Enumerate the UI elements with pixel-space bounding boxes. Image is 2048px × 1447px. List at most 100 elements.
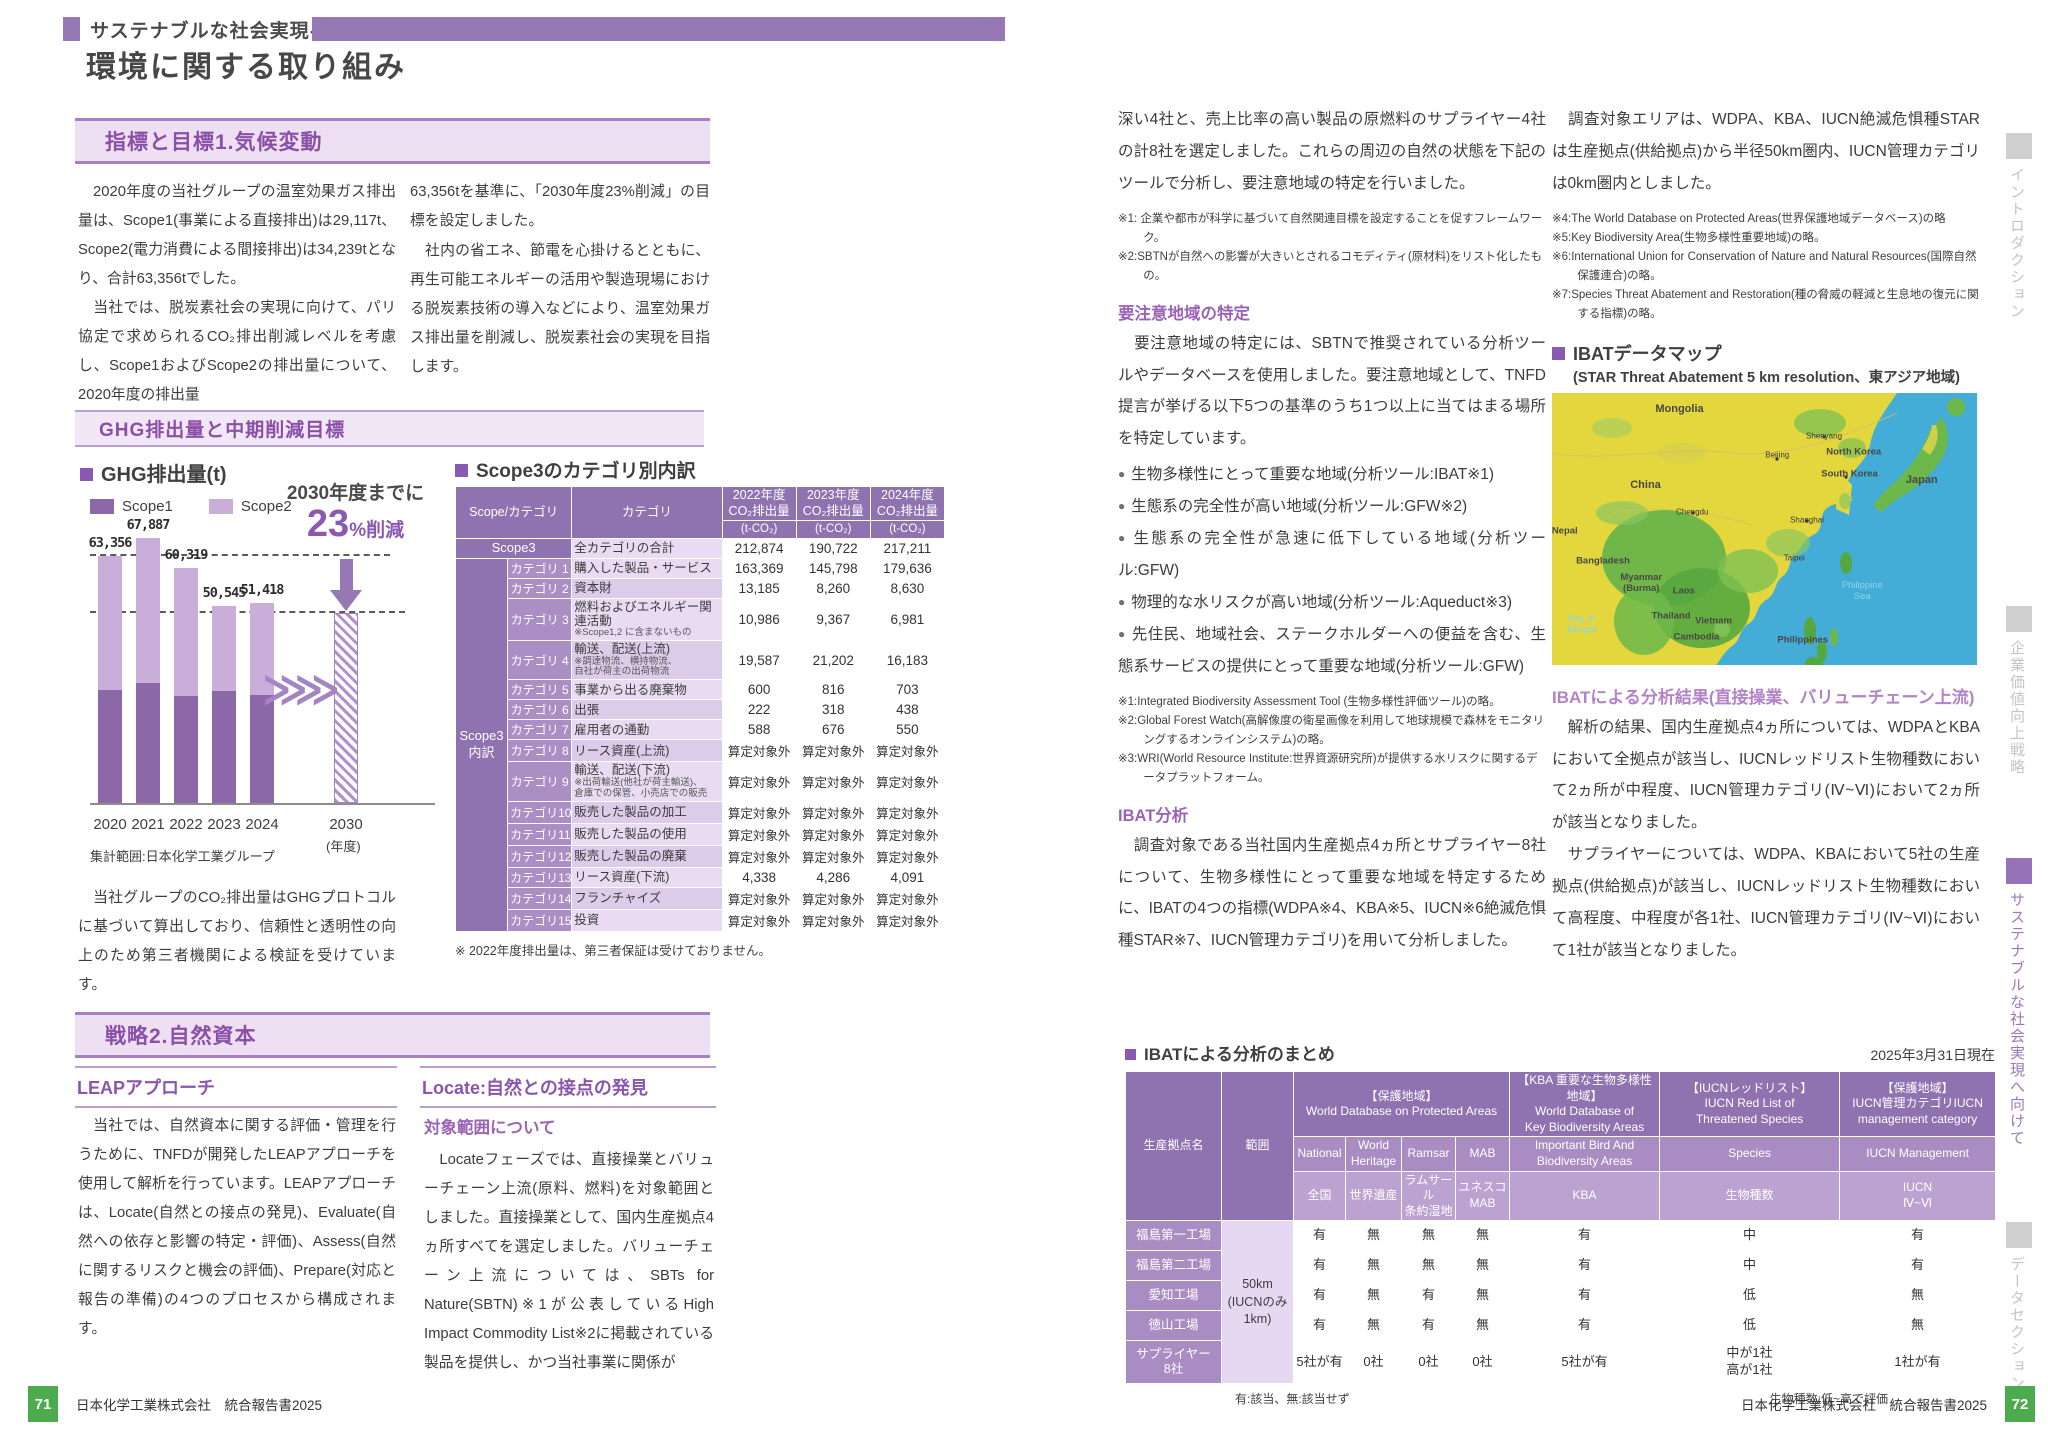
scope3-value-cell: 算定対象外 <box>795 822 871 846</box>
scope3-value-cell: 816 <box>795 679 871 701</box>
ibat-value-cell: 有 <box>1293 1280 1346 1312</box>
square-bullet-icon <box>1125 1049 1136 1060</box>
side-tab-2[interactable]: 企業価値向上戦略 <box>2006 606 2040 776</box>
page-title: 環境に関する取り組み <box>86 51 406 84</box>
legend-label-scope1: Scope1 <box>122 498 173 515</box>
scope3-category-number: カテゴリ 2 <box>507 577 573 599</box>
footnote-item: ※5:Key Biodiversity Area(生物多様性重要地域)の略。 <box>1552 231 1826 244</box>
side-tab-3[interactable]: サステナブルな社会実現へ向けて <box>2006 858 2040 1147</box>
scope3-category-number: カテゴリ15 <box>507 908 573 932</box>
ibat-site-cell: サプライヤー 8社 <box>1125 1340 1222 1385</box>
ghg-plot-area: 63,356 2020 67,887 2021 60,319 2022 50,545 2023… <box>89 517 435 854</box>
ibat-sub-header-en: World Heritage <box>1345 1136 1402 1172</box>
map-label-layer: Mongolia China Japan North Korea South Korea… <box>1552 393 1977 665</box>
map-label-thailand: Thailand <box>1651 610 1691 622</box>
scope1-segment <box>136 683 160 803</box>
scope3-value-cell: 算定対象外 <box>869 908 946 932</box>
scope3-category-name: リース資産(下流) <box>571 866 723 888</box>
scope3-category-number: カテゴリ 5 <box>507 679 573 701</box>
ghg-xaxis-label: 2022 <box>169 816 203 833</box>
scope3-value-cell: 222 <box>721 699 797 721</box>
side-tab-label: イントロダクション <box>2008 167 2025 320</box>
scope3-value-cell: 145,798 <box>795 557 871 579</box>
ibat-result-heading: IBATによる分析結果(直接操業、バリューチェーン上流) <box>1552 687 1975 707</box>
ibat-value-cell: 中が1社 高が1社 <box>1659 1340 1841 1385</box>
footnotes-indicators: ※4:The World Database on Protected Areas… <box>1552 210 1980 324</box>
footnote-item: ※3:WRI(World Resource Institute:世界資源研究所)… <box>1118 752 1538 784</box>
map-label-bangladesh: Bangladesh <box>1576 555 1630 567</box>
ghg-bar-2021 <box>136 538 160 803</box>
scope3-unit-header: (t-CO₂) <box>721 520 797 539</box>
scope3-row: カテゴリ13 リース資産(下流) 4,338 4,286 4,091 <box>456 866 946 888</box>
ibat-range-cell: 50km (IUCNのみ1km) <box>1221 1220 1294 1385</box>
tab-marker-icon <box>2006 858 2032 884</box>
ibat-value-cell: 有 <box>1401 1280 1456 1312</box>
scope3-category-name: 輸送、配送(上流) ※調達物流、横持物流、 自社が荷主の出荷物流 <box>571 640 723 681</box>
scope3-value-cell: 算定対象外 <box>795 739 871 763</box>
ibat-analysis-heading: IBAT分析 <box>1118 806 1189 825</box>
criteria-bullet-text: 先住民、地域社会、ステークホルダーへの便益を含む、生態系サービスの提供にとって重… <box>1118 625 1546 675</box>
header-bar <box>312 17 1005 41</box>
ibat-value-cell: 無 <box>1345 1250 1402 1282</box>
attention-area-heading: 要注意地域の特定 <box>1118 304 1250 323</box>
map-label-japan: Japan <box>1905 473 1938 486</box>
chevron-right-icon: ≫≫ <box>262 665 340 714</box>
ibat-value-cell: 無 <box>1345 1220 1402 1252</box>
ibat-data-row: 福島第二工場有無無無有中有 <box>1125 1250 1997 1282</box>
right-col2: 調査対象エリアは、WDPA、KBA、IUCN絶滅危惧種STARは生産拠点(供給拠… <box>1552 104 1980 967</box>
criteria-bullet-item: ● 先住民、地域社会、ステークホルダーへの便益を含む、生態系サービスの提供にとって… <box>1118 619 1546 683</box>
scope3-value-cell: 4,091 <box>869 866 946 888</box>
ibat-sub-header-en: Important Bird And Biodiversity Areas <box>1509 1136 1661 1172</box>
climate-col2-p1: 63,356tを基準に、「2030年度23%削減」の目標を設定しました。 <box>410 184 710 229</box>
ibat-value-cell: 有 <box>1839 1250 1997 1282</box>
footnote-item: ※7:Species Threat Abatement and Restorat… <box>1552 288 1979 320</box>
map-label-north-korea: North Korea <box>1826 446 1882 458</box>
side-tab-4[interactable]: データセクション <box>2006 1222 2040 1392</box>
scope3-total-value: 212,874 <box>721 537 797 559</box>
scope3-value-cell: 算定対象外 <box>721 761 797 802</box>
ibat-value-cell: 有 <box>1509 1280 1661 1312</box>
scope3-category-name: 事業から出る廃棄物 <box>571 679 723 701</box>
ibat-data-row: 愛知工場有無有無有低無 <box>1125 1280 1997 1312</box>
supplier-continuation-paragraph: 深い4社と、売上比率の高い製品の原燃料のサプライヤー4社の計8社を選定しました。… <box>1118 111 1546 192</box>
scope3-value-cell: 4,286 <box>795 866 871 888</box>
scope3-value-cell: 9,367 <box>795 597 871 642</box>
scope3-col-header: Scope/カテゴリ <box>454 486 573 539</box>
ibat-note-left: 有:該当、無:該当せず <box>1235 1392 1350 1407</box>
footnote-item: ※6:International Union for Conservation … <box>1552 250 1977 282</box>
target-dashed-line <box>90 610 405 613</box>
scope1-segment <box>250 694 274 803</box>
east-asia-map-image <box>1552 392 1977 665</box>
ghg-bar-value-label: 51,418 <box>240 581 285 598</box>
ibat-data-map: Mongolia China Japan North Korea South Korea… <box>1552 392 1977 665</box>
scope3-category-name: 輸送、配送(下流) ※出荷輸送(他社が荷主輸送)、 倉庫での保管、小売店での販売 <box>571 761 723 802</box>
scope3-category-number: カテゴリ 3 <box>507 597 573 642</box>
scope3-row: カテゴリ 9 輸送、配送(下流) ※出荷輸送(他社が荷主輸送)、 倉庫での保管、小売… <box>456 761 946 802</box>
map-label-cambodia: Cambodia <box>1673 631 1720 643</box>
scope3-value-cell: 550 <box>869 719 946 741</box>
target-annotation-line2: 23%削減 <box>258 505 453 543</box>
ibat-value-cell: 有 <box>1293 1310 1346 1342</box>
map-label-myanmar-(burma): Myanmar (Burma) <box>1620 571 1663 594</box>
ibat-summary-title-row: IBATによる分析のまとめ 2025年3月31日現在 <box>1125 1040 1995 1065</box>
scope3-category-name: 燃料およびエネルギー関連活動 ※Scope1,2 に含まないもの <box>571 597 723 642</box>
ibat-group-header: 【保護地域】 IUCN管理カテゴリIUCN management categor… <box>1839 1070 1997 1138</box>
scope3-value-cell: 19,587 <box>721 640 797 681</box>
scope3-category-number: カテゴリ12 <box>507 844 573 868</box>
scope3-row: カテゴリ15 投資 算定対象外 算定対象外 算定対象外 <box>456 908 946 932</box>
ibat-data-row: 徳山工場有無有無有低無 <box>1125 1310 1997 1342</box>
ibat-value-cell: 有 <box>1509 1250 1661 1282</box>
scope3-total-value: 217,211 <box>869 537 946 559</box>
ibat-data-row: サプライヤー 8社 5社が有 0社 0社 0社 5社が有 中が1社 高が1社 1社が有 <box>1125 1340 1997 1385</box>
ibat-group-header: 【KBA 重要な生物多様性地域】 World Database of Key B… <box>1509 1070 1661 1138</box>
footer-right: 日本化学工業株式会社 統合報告書2025 72 <box>1741 1386 2035 1422</box>
scope3-value-cell: 算定対象外 <box>721 908 797 932</box>
scope3-year-header: 2024年度 CO₂排出量 <box>869 485 946 522</box>
climate-col1-p1: 2020年度の当社グループの温室効果ガス排出量は、Scope1(事業による直接排… <box>78 184 396 287</box>
ibat-sub-header-en: IUCN Management <box>1839 1136 1997 1172</box>
scope3-category-number: カテゴリ 8 <box>507 739 573 763</box>
side-tab-1[interactable]: イントロダクション <box>2006 133 2040 320</box>
scope3-table-title: Scope3のカテゴリ別内訳 <box>476 461 696 482</box>
scope3-category-name: 資本財 <box>571 577 723 599</box>
